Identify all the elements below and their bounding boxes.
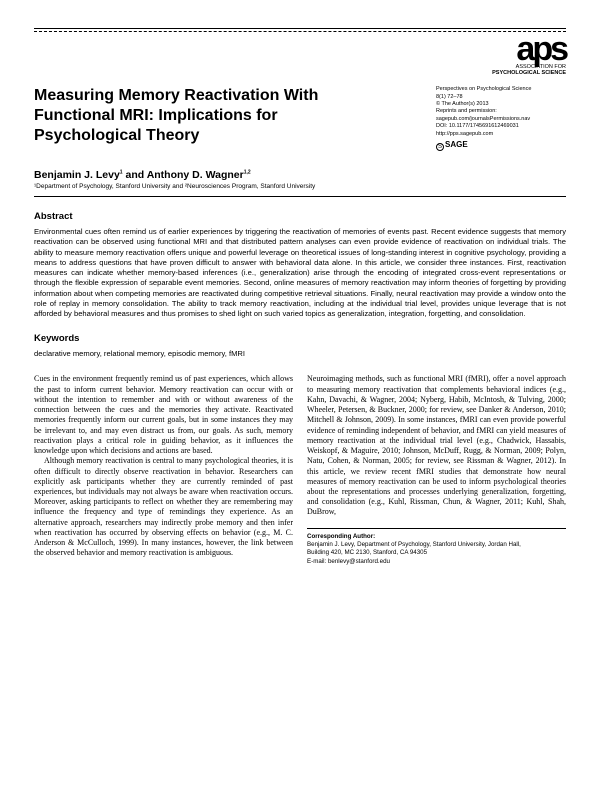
authors: Benjamin J. Levy1 and Anthony D. Wagner1…	[34, 169, 566, 181]
meta-perm2: sagepub.com/journalsPermissions.nav	[436, 116, 566, 123]
publisher-logo: aps ASSOCIATION FOR PSYCHOLOGICAL SCIENC…	[492, 36, 566, 76]
article-meta: Perspectives on Psychological Science 8(…	[436, 86, 566, 151]
keywords-text: declarative memory, relational memory, e…	[34, 349, 566, 358]
rule-below-authors	[34, 196, 566, 197]
corresponding-author-box: Corresponding Author: Benjamin J. Levy, …	[307, 528, 566, 566]
meta-publisher: SSAGE	[436, 138, 566, 151]
meta-perm1: Reprints and permission:	[436, 108, 566, 115]
column-left: Cues in the environment frequently remin…	[34, 374, 293, 566]
meta-doi: DOI: 10.1177/1745691612469031	[436, 123, 566, 130]
meta-journal: Perspectives on Psychological Science	[436, 86, 566, 93]
header-row: aps ASSOCIATION FOR PSYCHOLOGICAL SCIENC…	[34, 36, 566, 76]
meta-copyright: © The Author(s) 2013	[436, 101, 566, 108]
column-right: Neuroimaging methods, such as functional…	[307, 374, 566, 566]
body-columns: Cues in the environment frequently remin…	[34, 374, 566, 566]
meta-url: http://pps.sagepub.com	[436, 131, 566, 138]
abstract-heading: Abstract	[34, 211, 566, 222]
corr-line: E-mail: benlevy@stanford.edu	[307, 558, 566, 566]
corr-line: Benjamin J. Levy, Department of Psycholo…	[307, 541, 566, 549]
article-title: Measuring Memory Reactivation With Funct…	[34, 86, 364, 146]
logo-subtext: ASSOCIATION FOR PSYCHOLOGICAL SCIENCE	[492, 65, 566, 76]
top-rule-1	[34, 28, 566, 29]
top-rule-2	[34, 31, 566, 32]
body-para: Neuroimaging methods, such as functional…	[307, 374, 566, 517]
logo-text: aps	[492, 36, 566, 63]
keywords-heading: Keywords	[34, 333, 566, 344]
body-para: Cues in the environment frequently remin…	[34, 374, 293, 456]
abstract-text: Environmental cues often remind us of ea…	[34, 227, 566, 319]
title-block: Measuring Memory Reactivation With Funct…	[34, 86, 566, 151]
affiliations: ¹Department of Psychology, Stanford Univ…	[34, 183, 566, 190]
meta-issue: 8(1) 72–78	[436, 94, 566, 101]
corr-heading: Corresponding Author:	[307, 533, 566, 541]
body-para: Although memory reactivation is central …	[34, 456, 293, 558]
corr-line: Building 420, MC 2130, Stanford, CA 9430…	[307, 549, 566, 557]
